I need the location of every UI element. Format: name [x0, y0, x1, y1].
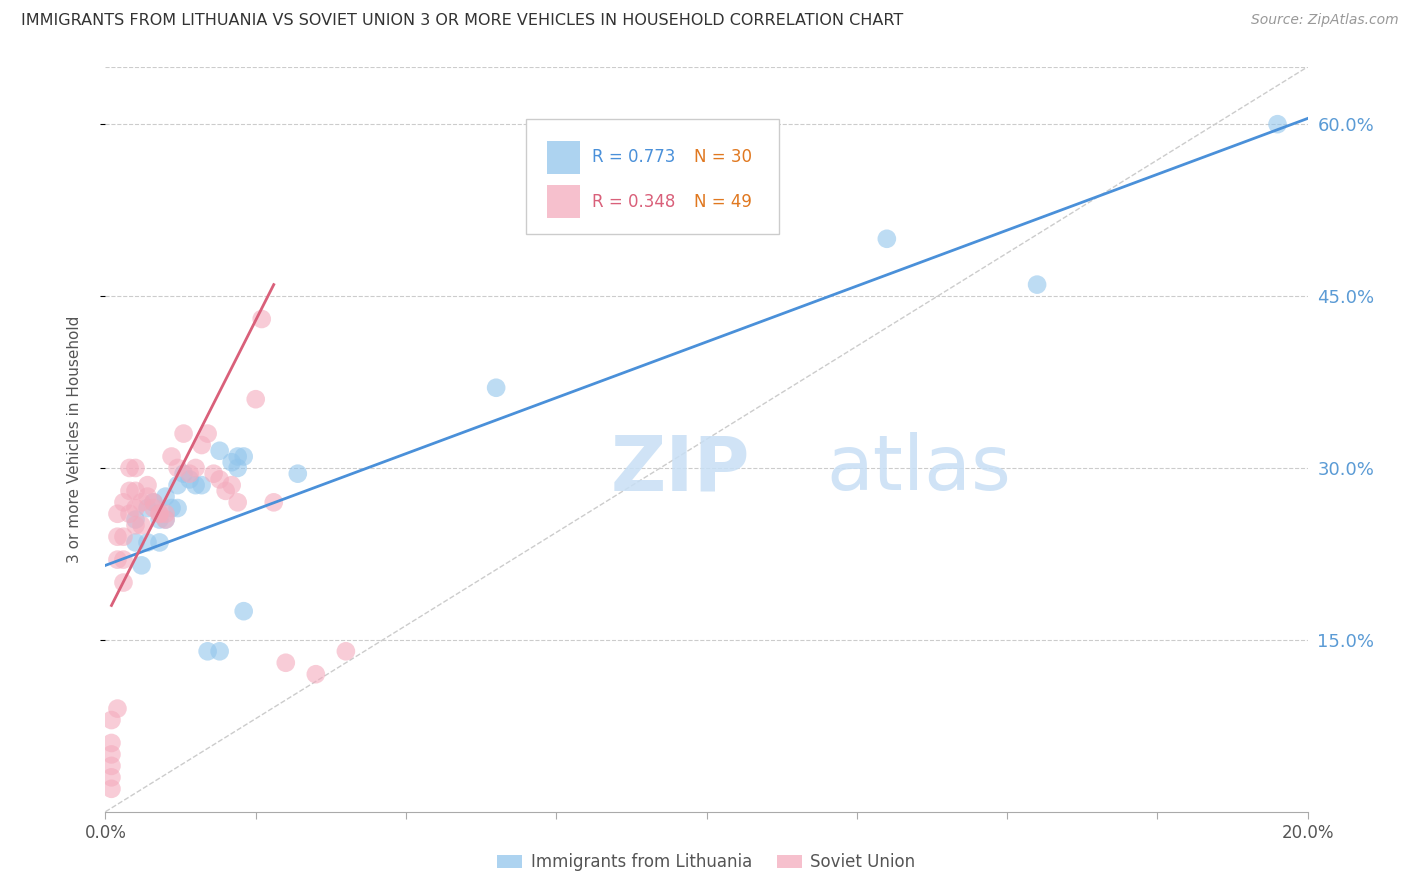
Point — [124, 518, 146, 533]
Text: Source: ZipAtlas.com: Source: ZipAtlas.com — [1251, 13, 1399, 28]
Point — [148, 512, 170, 526]
Point — [1267, 117, 1289, 131]
Point — [131, 518, 153, 533]
Point — [226, 495, 249, 509]
Point — [232, 604, 254, 618]
Point — [155, 512, 177, 526]
Point — [107, 530, 129, 544]
Point — [112, 575, 135, 590]
Point — [179, 467, 201, 481]
Point — [221, 455, 243, 469]
Point — [142, 501, 165, 516]
Text: R = 0.773: R = 0.773 — [592, 148, 676, 166]
Text: N = 30: N = 30 — [695, 148, 752, 166]
Point — [305, 667, 328, 681]
Point — [142, 495, 165, 509]
Point — [100, 736, 122, 750]
Point — [208, 472, 231, 486]
Point — [485, 381, 508, 395]
Point — [160, 501, 183, 516]
Point — [136, 478, 159, 492]
Point — [148, 535, 170, 549]
Point — [202, 467, 225, 481]
Point — [287, 467, 309, 481]
Point — [155, 490, 177, 504]
Point — [208, 644, 231, 658]
FancyBboxPatch shape — [547, 141, 581, 174]
Point — [155, 512, 177, 526]
Point — [179, 472, 201, 486]
Point — [1026, 277, 1049, 292]
Point — [250, 312, 273, 326]
Point — [166, 501, 188, 516]
Point — [136, 501, 159, 516]
Point — [166, 461, 188, 475]
Point — [173, 467, 195, 481]
FancyBboxPatch shape — [547, 186, 581, 218]
Point — [124, 501, 146, 516]
Point — [173, 426, 195, 441]
Point — [100, 781, 122, 796]
Text: IMMIGRANTS FROM LITHUANIA VS SOVIET UNION 3 OR MORE VEHICLES IN HOUSEHOLD CORREL: IMMIGRANTS FROM LITHUANIA VS SOVIET UNIO… — [21, 13, 903, 29]
Point — [124, 483, 146, 498]
Point — [208, 443, 231, 458]
Point — [131, 558, 153, 573]
Point — [124, 461, 146, 475]
Point — [274, 656, 297, 670]
Point — [184, 461, 207, 475]
Point — [245, 392, 267, 407]
Point — [136, 535, 159, 549]
Point — [124, 535, 146, 549]
Point — [124, 512, 146, 526]
Point — [190, 438, 212, 452]
Point — [118, 461, 141, 475]
Point — [112, 495, 135, 509]
Legend: Immigrants from Lithuania, Soviet Union: Immigrants from Lithuania, Soviet Union — [491, 847, 922, 878]
Point — [100, 747, 122, 762]
Point — [197, 426, 219, 441]
Point — [148, 507, 170, 521]
Text: ZIP: ZIP — [610, 432, 749, 506]
Point — [214, 483, 236, 498]
Point — [100, 770, 122, 784]
Text: N = 49: N = 49 — [695, 193, 752, 211]
Point — [112, 530, 135, 544]
Point — [131, 495, 153, 509]
Point — [263, 495, 285, 509]
Point — [112, 552, 135, 566]
Point — [876, 232, 898, 246]
Point — [148, 507, 170, 521]
Point — [107, 701, 129, 715]
FancyBboxPatch shape — [526, 119, 779, 235]
Point — [107, 552, 129, 566]
Point — [166, 478, 188, 492]
Point — [190, 478, 212, 492]
Point — [118, 483, 141, 498]
Point — [107, 507, 129, 521]
Point — [142, 495, 165, 509]
Point — [221, 478, 243, 492]
Point — [118, 507, 141, 521]
Point — [155, 507, 177, 521]
Point — [160, 450, 183, 464]
Point — [335, 644, 357, 658]
Text: atlas: atlas — [827, 432, 1011, 506]
Point — [100, 713, 122, 727]
Point — [136, 490, 159, 504]
Point — [100, 759, 122, 773]
Point — [226, 461, 249, 475]
Text: R = 0.348: R = 0.348 — [592, 193, 676, 211]
Y-axis label: 3 or more Vehicles in Household: 3 or more Vehicles in Household — [67, 316, 82, 563]
Point — [226, 450, 249, 464]
Point — [232, 450, 254, 464]
Point — [197, 644, 219, 658]
Point — [184, 478, 207, 492]
